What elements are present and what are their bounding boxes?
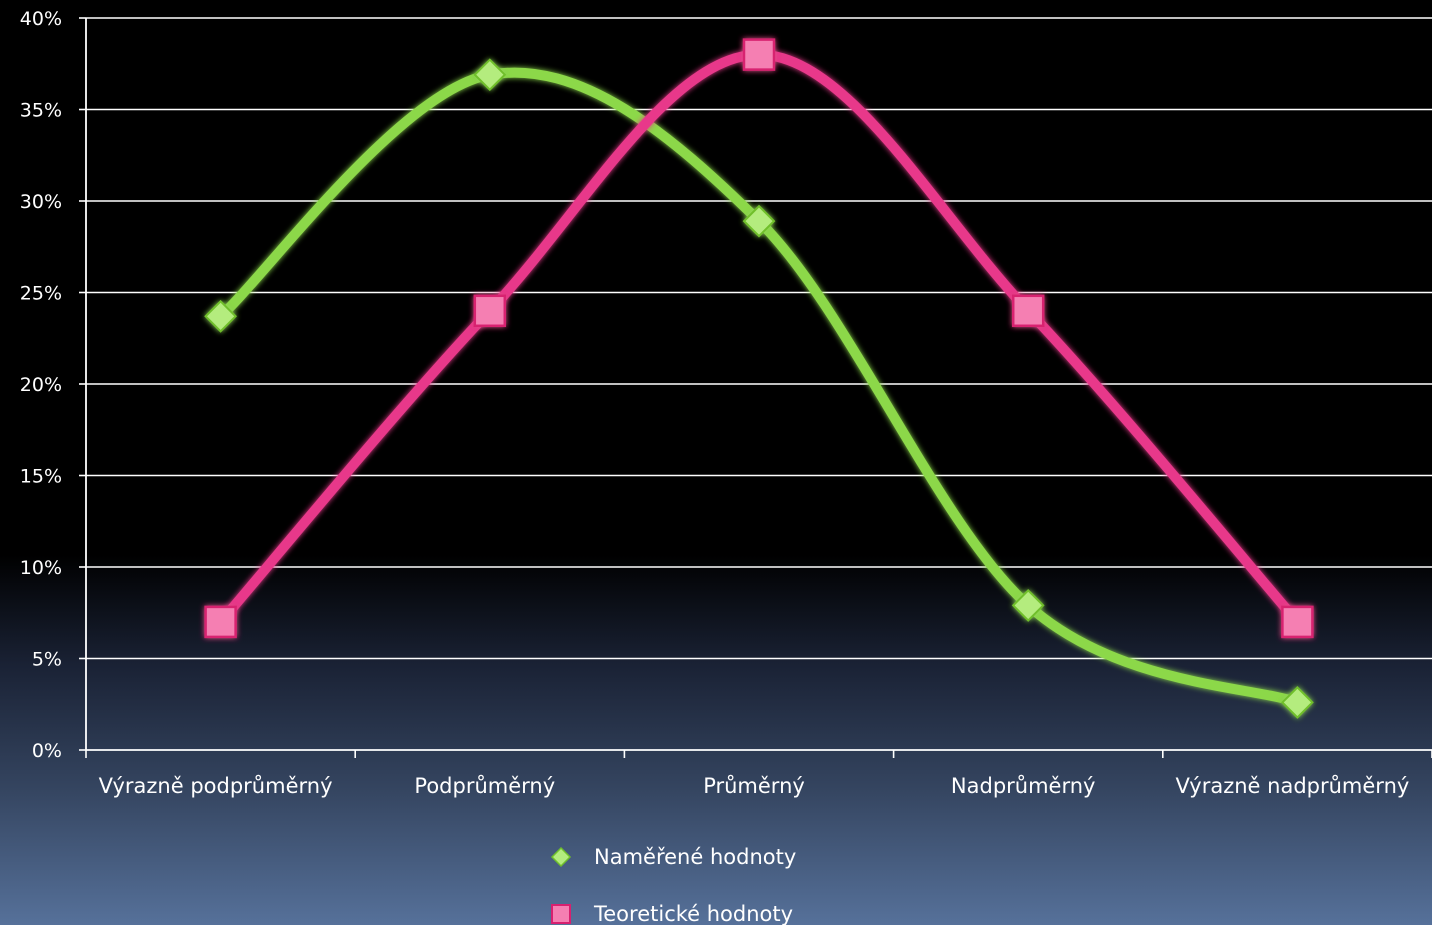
data-point-series-1 (1280, 686, 1314, 719)
data-point-series-2 (204, 605, 237, 639)
y-tick-label: 5% (32, 649, 62, 671)
x-category-label: Průměrný (703, 774, 805, 798)
y-tick-label: 10% (20, 557, 62, 579)
x-category-label: Nadprůměrný (951, 774, 1096, 798)
legend-marker-square (551, 904, 571, 924)
x-category-label: Výrazně nadprůměrný (1175, 774, 1409, 798)
data-point-series-2 (1011, 294, 1045, 328)
y-tick-label: 40% (20, 8, 62, 30)
data-point-series-1 (742, 204, 776, 238)
y-tick-label: 35% (20, 100, 62, 122)
data-point-series-2 (473, 294, 507, 328)
data-point-series-1 (204, 299, 238, 333)
y-tick-label: 25% (20, 283, 62, 305)
data-point-series-2 (1281, 605, 1314, 639)
data-point-series-1 (473, 58, 507, 92)
legend-label: Naměřené hodnoty (594, 845, 796, 869)
x-category-label: Podprůměrný (414, 774, 555, 798)
y-tick-label: 30% (20, 191, 62, 213)
legend-marker-diamond (550, 846, 572, 868)
legend-label: Teoretické hodnoty (593, 902, 793, 925)
series-line-1 (215, 67, 1303, 708)
y-tick-label: 15% (20, 466, 62, 488)
y-tick-label: 20% (20, 374, 62, 396)
x-category-label: Výrazně podprůměrný (99, 774, 333, 798)
y-tick-label: 0% (32, 740, 62, 762)
data-point-series-2 (742, 38, 776, 71)
data-point-series-1 (1011, 589, 1045, 622)
